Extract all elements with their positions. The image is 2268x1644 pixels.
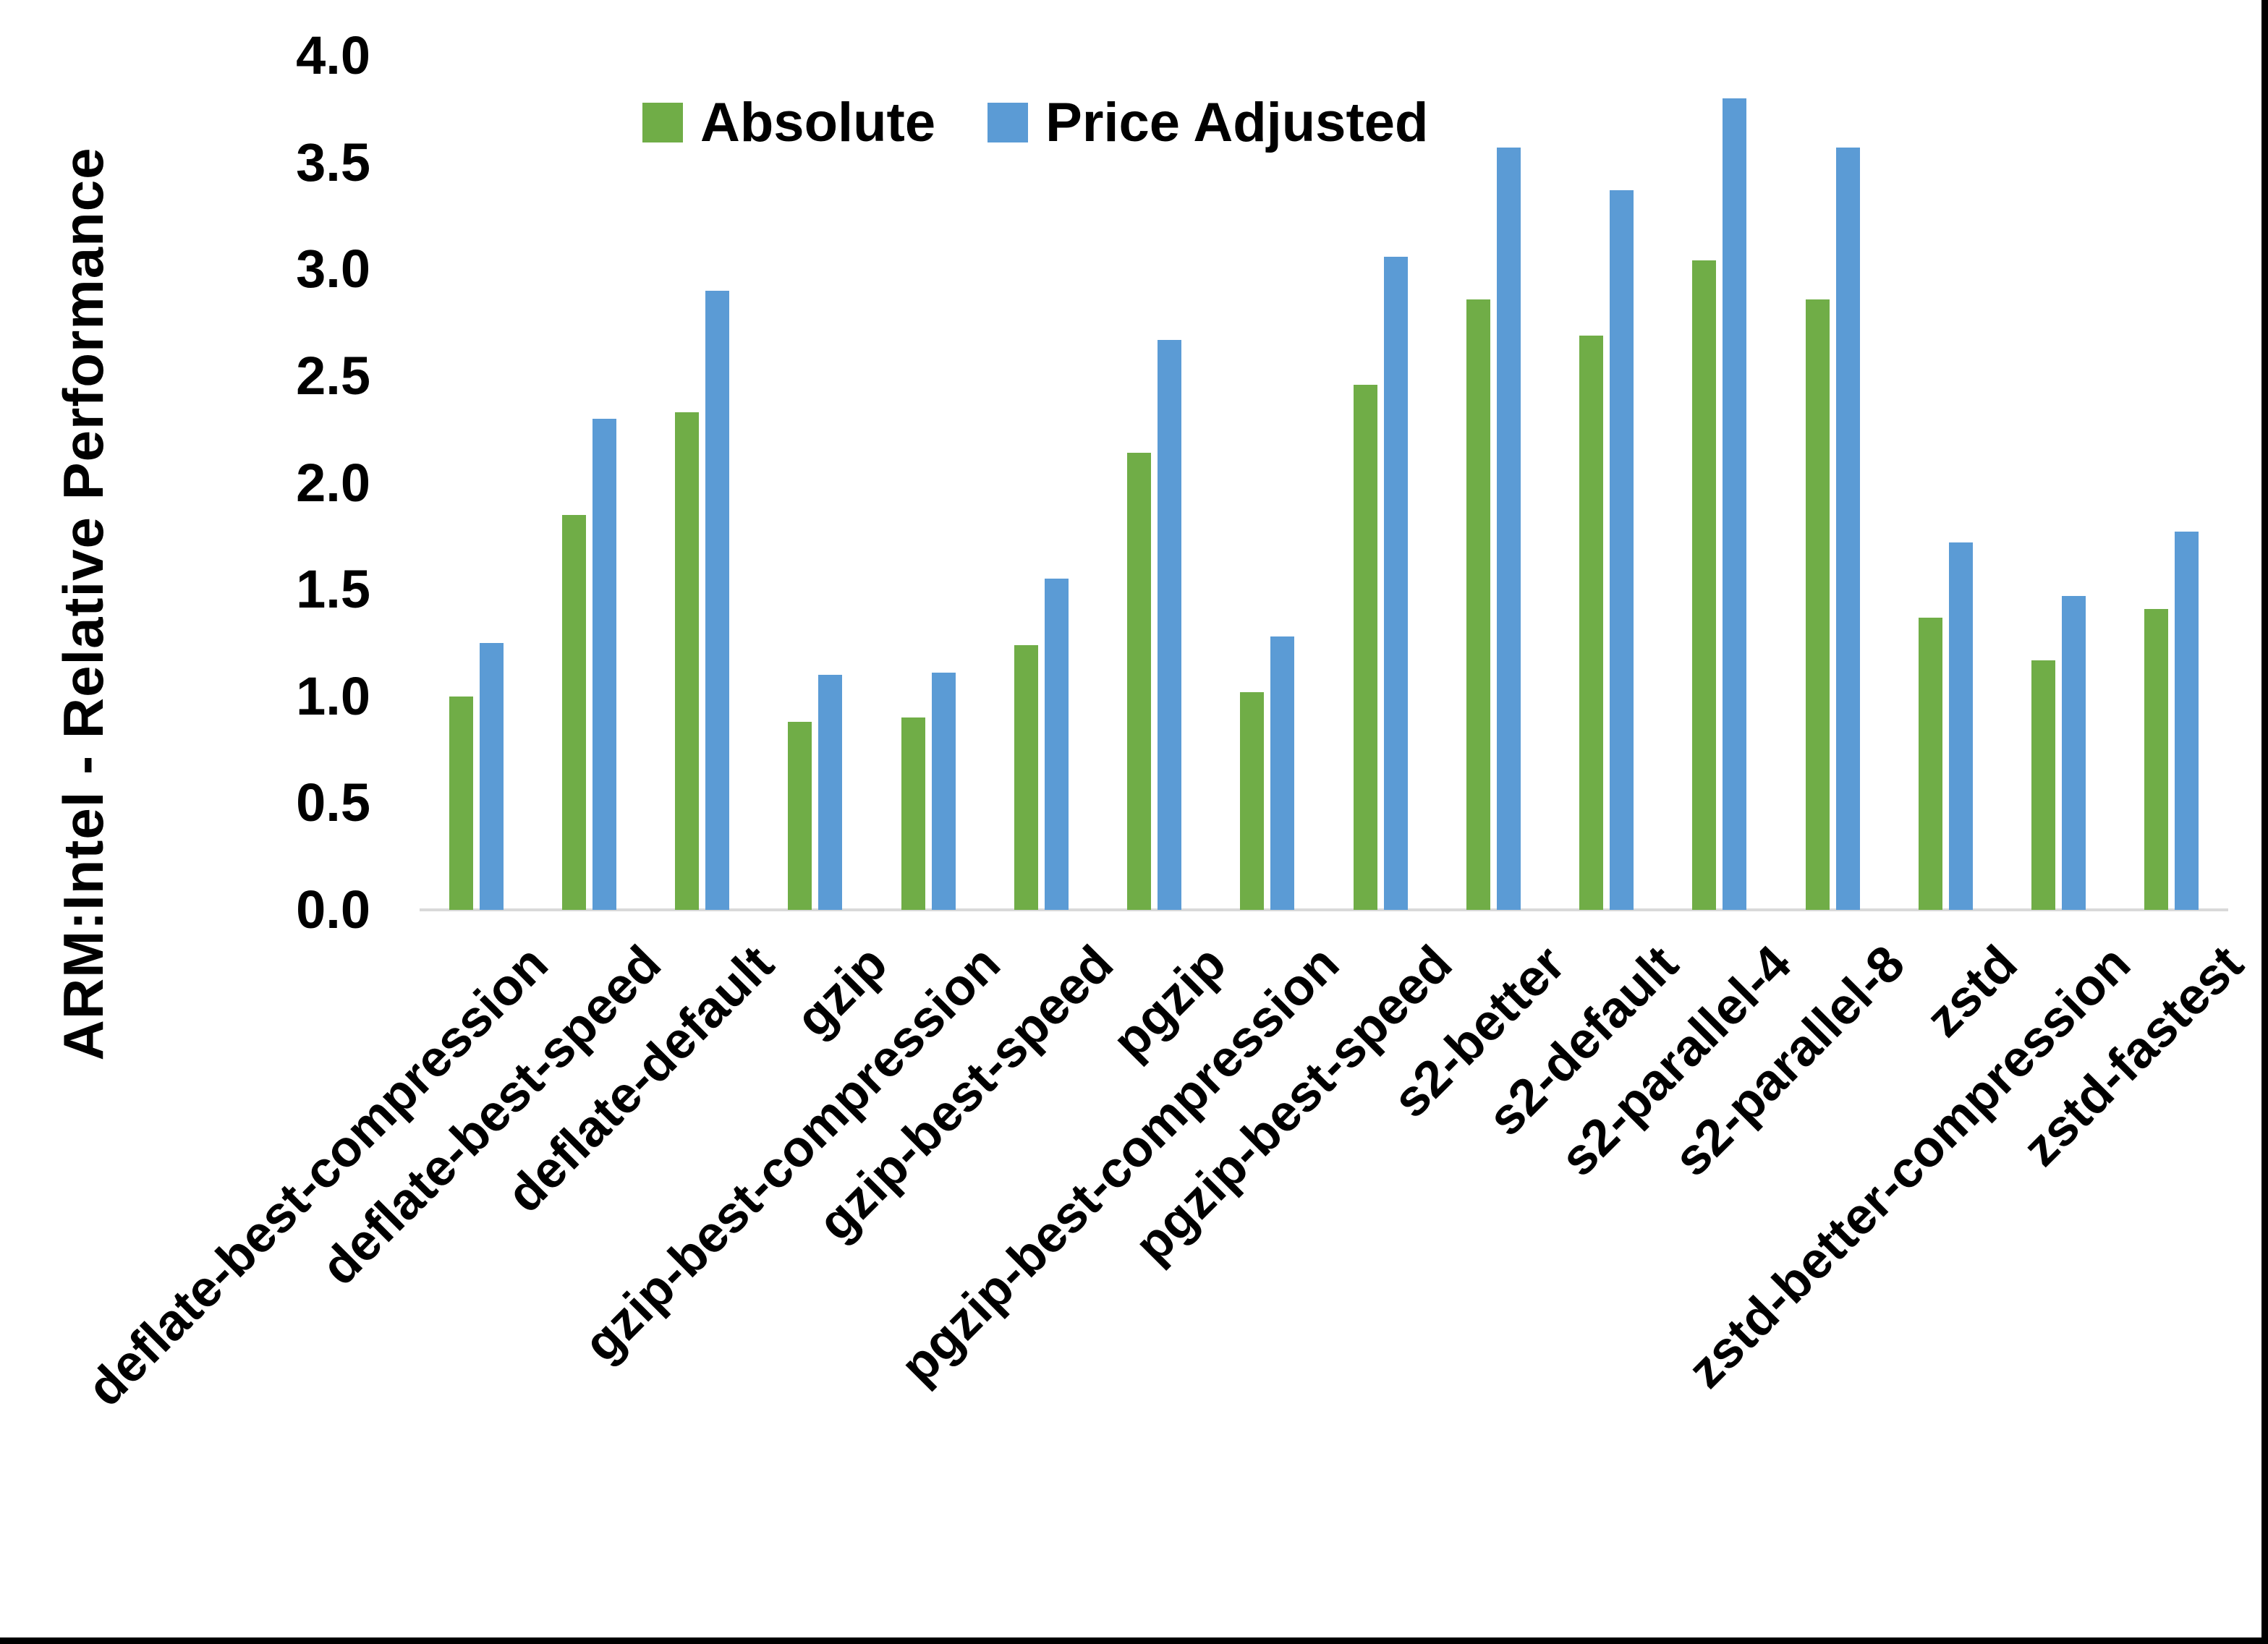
y-tick-label: 1.0 — [296, 665, 370, 726]
legend-item-price-adjusted: Price Adjusted — [988, 91, 1428, 154]
bar-absolute-zstd-fastest — [2144, 608, 2169, 910]
y-tick-label: 2.0 — [296, 452, 370, 513]
bar-absolute-deflate-best-speed — [561, 514, 586, 910]
bar-absolute-deflate-best-compression — [449, 696, 473, 910]
legend-label-price-adjusted: Price Adjusted — [1045, 92, 1429, 153]
bar-price-adjusted-s2-parallel-4 — [1723, 98, 1747, 910]
bar-absolute-s2-parallel-4 — [1692, 260, 1717, 910]
bar-price-adjusted-zstd — [1948, 542, 1973, 910]
bar-absolute-pgzip — [1127, 453, 1152, 910]
legend-label-absolute: Absolute — [700, 92, 936, 153]
y-tick-label: 3.5 — [296, 132, 370, 192]
bar-price-adjusted-deflate-best-speed — [592, 418, 616, 910]
y-tick-label: 2.5 — [296, 345, 370, 406]
bar-price-adjusted-gzip-best-speed — [1044, 579, 1069, 910]
bar-price-adjusted-gzip-best-compression — [931, 673, 956, 910]
legend-swatch-price-adjusted-icon — [988, 103, 1029, 142]
legend-swatch-absolute-icon — [642, 103, 683, 142]
bar-absolute-pgzip-best-speed — [1353, 384, 1377, 910]
y-tick-label: 0.0 — [296, 880, 370, 940]
bar-price-adjusted-s2-parallel-8 — [1835, 147, 1860, 910]
y-tick-label: 0.5 — [296, 772, 370, 833]
bar-absolute-zstd-better-compression — [2031, 660, 2056, 910]
bar-price-adjusted-s2-better — [1496, 147, 1521, 910]
bar-absolute-deflate-default — [675, 412, 700, 910]
bar-absolute-gzip — [788, 722, 812, 910]
y-tick-label: 3.0 — [296, 239, 370, 299]
bar-price-adjusted-zstd-fastest — [2175, 532, 2199, 910]
bar-absolute-gzip-best-speed — [1014, 644, 1038, 910]
bar-price-adjusted-zstd-better-compression — [2062, 595, 2086, 910]
bar-price-adjusted-s2-default — [1610, 190, 1634, 910]
bar-price-adjusted-deflate-default — [705, 290, 730, 910]
bar-absolute-s2-parallel-8 — [1805, 299, 1830, 910]
legend: Absolute Price Adjusted — [642, 91, 1428, 154]
bar-price-adjusted-deflate-best-compression — [479, 642, 504, 910]
legend-item-absolute: Absolute — [642, 91, 935, 154]
bar-price-adjusted-gzip — [818, 675, 843, 910]
y-tick-label: 4.0 — [296, 25, 370, 85]
bar-absolute-s2-better — [1466, 299, 1490, 910]
bar-absolute-s2-default — [1579, 335, 1604, 910]
bar-price-adjusted-pgzip-best-compression — [1270, 636, 1295, 910]
screenshot-border-bottom — [0, 1637, 2268, 1644]
y-tick-label: 1.5 — [296, 559, 370, 620]
bar-price-adjusted-pgzip-best-speed — [1383, 256, 1408, 910]
bar-absolute-zstd — [1918, 617, 1942, 910]
bar-price-adjusted-pgzip — [1158, 339, 1182, 910]
bar-absolute-pgzip-best-compression — [1240, 691, 1265, 910]
y-axis-title: ARM:Intel - Relative Performance — [51, 147, 115, 1061]
screenshot-border-right — [2261, 0, 2268, 1644]
x-axis-line — [420, 908, 2228, 911]
bar-absolute-gzip-best-compression — [901, 717, 925, 910]
